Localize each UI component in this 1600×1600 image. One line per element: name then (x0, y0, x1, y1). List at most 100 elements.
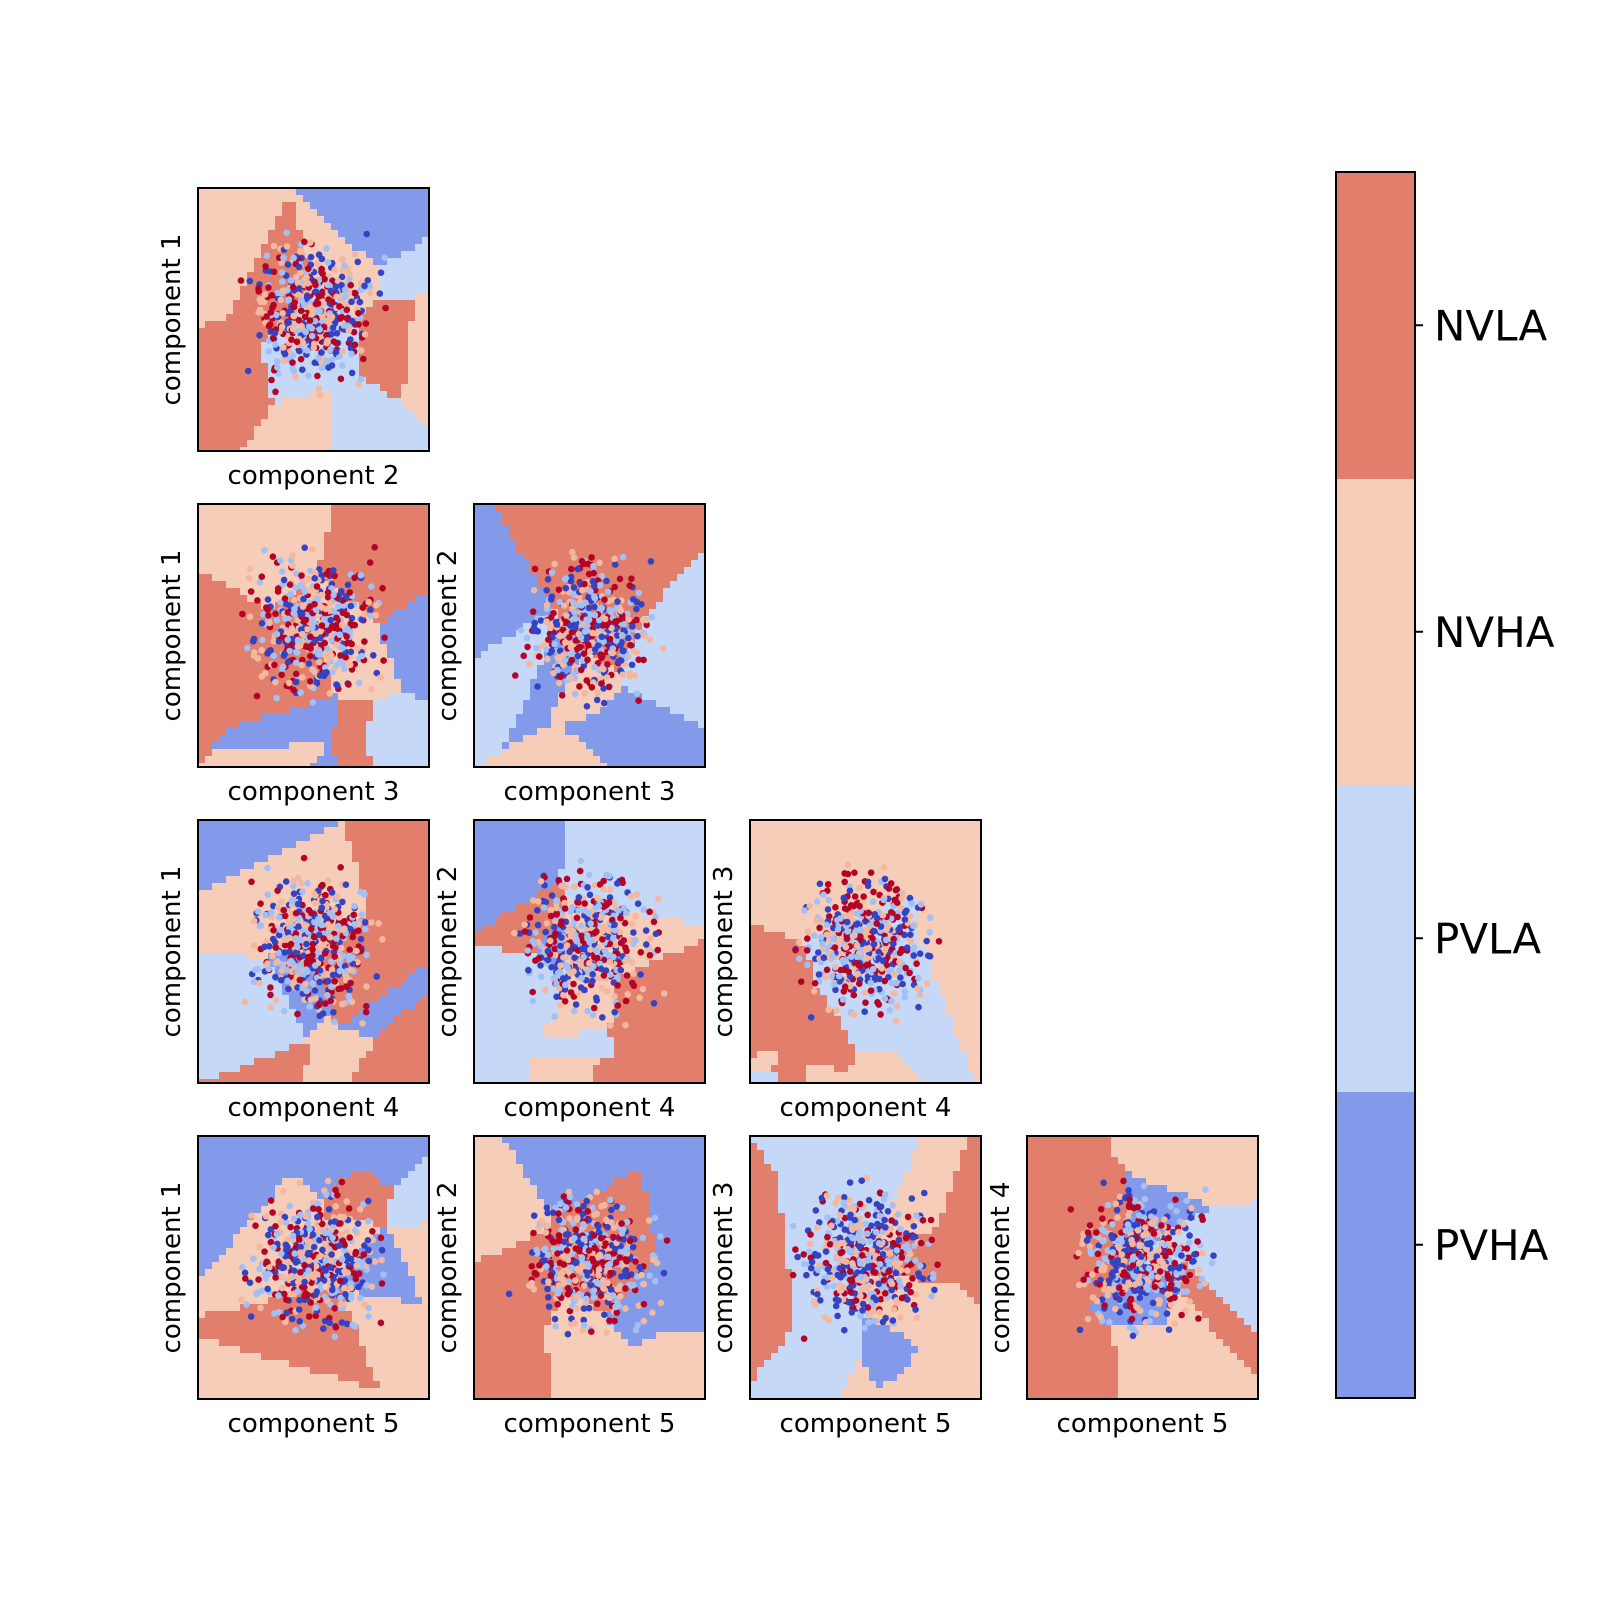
region-cell (408, 546, 416, 554)
region-cell (198, 623, 206, 631)
region-cell (691, 756, 699, 764)
region-cell (254, 651, 262, 659)
region-cell (635, 651, 643, 659)
region-cell (373, 244, 381, 252)
region-cell (670, 742, 678, 750)
region-cell (331, 644, 339, 652)
region-cell (530, 504, 538, 512)
region-cell (495, 756, 503, 764)
region-cell (198, 419, 206, 427)
region-cell (233, 440, 241, 448)
region-cell (614, 700, 622, 708)
region-cell (352, 223, 360, 231)
region-cell (282, 251, 290, 259)
region-cell (387, 721, 395, 729)
region-cell (373, 728, 381, 736)
region-cell (198, 258, 206, 266)
region-cell (310, 349, 318, 357)
region-cell (240, 377, 248, 385)
region-cell (558, 749, 566, 757)
scatter-point (301, 544, 309, 551)
region-cell (415, 602, 423, 610)
region-cell (198, 588, 206, 596)
region-cell (415, 216, 423, 224)
region-cell (366, 440, 374, 448)
region-cell (628, 756, 636, 764)
region-cell (345, 574, 353, 582)
region-cell (233, 560, 241, 568)
region-cell (537, 679, 545, 687)
region-cell (254, 230, 262, 238)
region-cell (621, 532, 629, 540)
region-cell (579, 504, 587, 512)
region-cell (663, 609, 671, 617)
scatter-point (377, 269, 385, 277)
region-cell (240, 188, 248, 196)
region-cell (394, 300, 402, 308)
region-cell (233, 602, 241, 610)
scatter-point (358, 652, 366, 660)
region-cell (296, 721, 304, 729)
region-cell (233, 707, 241, 715)
scatter-point (298, 323, 305, 330)
region-cell (488, 721, 496, 729)
scatter-point (331, 266, 339, 274)
region-cell (509, 567, 517, 575)
region-cell (205, 321, 213, 329)
region-cell (261, 742, 269, 750)
region-cell (698, 763, 705, 767)
region-cell (415, 223, 423, 231)
region-cell (474, 532, 482, 540)
region-cell (401, 300, 409, 308)
region-cell (282, 440, 290, 448)
scatter-point (358, 616, 366, 623)
region-cell (212, 286, 220, 294)
scatter-point (289, 325, 297, 333)
region-cell (401, 623, 409, 631)
region-cell (366, 398, 374, 406)
region-cell (282, 686, 290, 694)
region-cell (212, 560, 220, 568)
region-cell (282, 195, 290, 203)
scatter-point (338, 273, 346, 281)
region-cell (247, 581, 255, 589)
region-cell (240, 419, 248, 427)
region-cell (240, 651, 248, 659)
region-cell (233, 433, 241, 441)
region-cell (289, 412, 297, 420)
scatter-point (310, 344, 318, 352)
region-cell (537, 609, 545, 617)
region-cell (233, 630, 241, 638)
region-cell (352, 616, 360, 624)
region-cell (684, 714, 692, 722)
scatter-point (246, 613, 254, 621)
region-cell (310, 735, 318, 743)
region-cell (338, 728, 346, 736)
region-cell (628, 728, 636, 736)
region-cell (275, 539, 283, 547)
region-cell (415, 356, 423, 364)
region-cell (422, 609, 429, 617)
region-cell (240, 440, 248, 448)
region-cell (488, 700, 496, 708)
scatter-point (351, 251, 359, 258)
region-cell (205, 391, 213, 399)
region-cell (415, 567, 423, 575)
region-cell (226, 665, 234, 673)
region-cell (198, 279, 206, 287)
region-cell (593, 714, 601, 722)
scatter-point (295, 291, 303, 299)
region-cell (677, 581, 685, 589)
region-cell (366, 342, 374, 350)
region-cell (352, 553, 360, 561)
scatter-point (348, 369, 356, 377)
region-cell (422, 518, 429, 526)
region-cell (359, 588, 367, 596)
region-cell (495, 518, 503, 526)
region-cell (317, 581, 325, 589)
region-cell (537, 756, 545, 764)
region-cell (495, 616, 503, 624)
region-cell (317, 686, 325, 694)
region-cell (247, 209, 255, 217)
region-cell (509, 574, 517, 582)
